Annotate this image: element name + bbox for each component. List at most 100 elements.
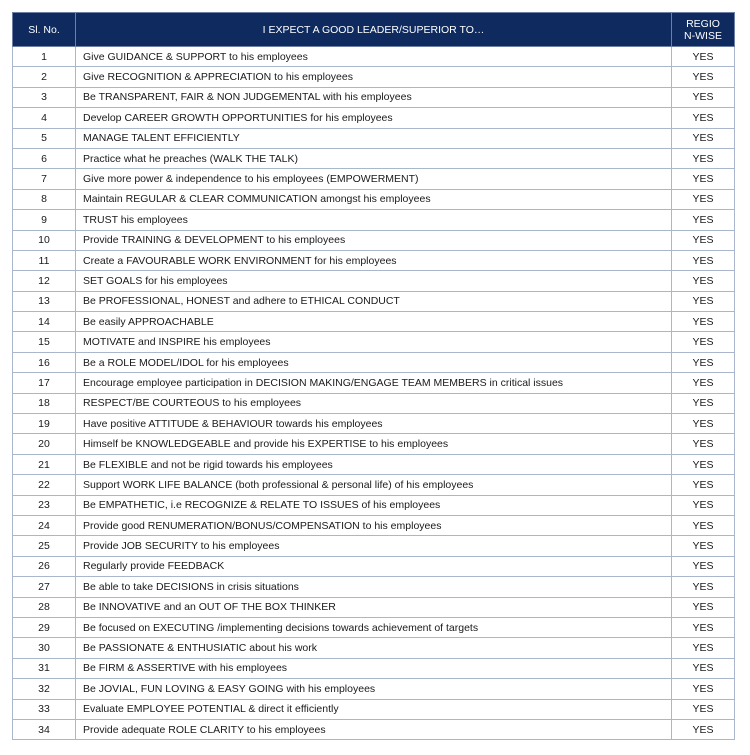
row-expectation: Be JOVIAL, FUN LOVING & EASY GOING with …	[75, 678, 672, 700]
row-region-wise: YES	[671, 413, 735, 435]
row-expectation: Be EMPATHETIC, i.e RECOGNIZE & RELATE TO…	[75, 494, 672, 516]
row-region-wise: YES	[671, 270, 735, 292]
row-region-wise: YES	[671, 351, 735, 374]
row-number: 17	[12, 372, 76, 394]
row-expectation: RESPECT/BE COURTEOUS to his employees	[75, 392, 672, 415]
table-row: 20 Himself be KNOWLEDGEABLE and provide h…	[12, 433, 735, 455]
row-expectation: Give more power & independence to his em…	[75, 168, 672, 190]
row-region-wise: YES	[671, 514, 735, 537]
table-row: 23 Be EMPATHETIC, i.e RECOGNIZE & RELATE …	[12, 494, 735, 516]
row-number: 16	[12, 351, 76, 374]
row-number: 34	[12, 718, 76, 741]
table-row: 1 Give GUIDANCE & SUPPORT to his employee…	[12, 45, 735, 68]
row-number: 32	[12, 678, 76, 700]
row-region-wise: YES	[671, 474, 735, 496]
table-row: 28 Be INNOVATIVE and an OUT OF THE BOX TH…	[12, 596, 735, 618]
table-row: 25 Provide JOB SECURITY to his employees Y…	[12, 535, 735, 557]
row-expectation: Maintain REGULAR & CLEAR COMMUNICATION a…	[75, 188, 672, 211]
row-expectation: Be focused on EXECUTING /implementing de…	[75, 616, 672, 639]
table-row: 12 SET GOALS for his employees YES	[12, 270, 735, 292]
row-region-wise: YES	[671, 678, 735, 700]
row-expectation: Provide adequate ROLE CLARITY to his emp…	[75, 718, 672, 741]
row-expectation: TRUST his employees	[75, 209, 672, 231]
row-region-wise: YES	[671, 331, 735, 353]
row-region-wise: YES	[671, 249, 735, 272]
table-row: 22 Support WORK LIFE BALANCE (both profes…	[12, 474, 735, 496]
header-row: Sl. No. I EXPECT A GOOD LEADER/SUPERIOR …	[12, 12, 735, 47]
row-region-wise: YES	[671, 657, 735, 680]
row-expectation: Create a FAVOURABLE WORK ENVIRONMENT for…	[75, 249, 672, 272]
row-region-wise: YES	[671, 453, 735, 476]
row-expectation: Have positive ATTITUDE & BEHAVIOUR towar…	[75, 413, 672, 435]
row-number: 11	[12, 249, 76, 272]
row-region-wise: YES	[671, 616, 735, 639]
table-row: 8 Maintain REGULAR & CLEAR COMMUNICATION …	[12, 188, 735, 211]
row-expectation: Give GUIDANCE & SUPPORT to his employees	[75, 45, 672, 68]
row-region-wise: YES	[671, 392, 735, 415]
table-row: 14 Be easily APPROACHABLE YES	[12, 311, 735, 333]
table-row: 29 Be focused on EXECUTING /implementing …	[12, 616, 735, 639]
row-region-wise: YES	[671, 229, 735, 251]
header-region-wise-label: REGION-WISE	[684, 17, 722, 42]
table-row: 17 Encourage employee participation in DE…	[12, 372, 735, 394]
row-region-wise: YES	[671, 66, 735, 88]
row-number: 27	[12, 576, 76, 598]
table-row: 24 Provide good RENUMERATION/BONUS/COMPEN…	[12, 514, 735, 537]
row-expectation: MOTIVATE and INSPIRE his employees	[75, 331, 672, 353]
table-row: 6 Practice what he preaches (WALK THE TAL…	[12, 147, 735, 170]
row-number: 30	[12, 637, 76, 659]
row-expectation: Provide good RENUMERATION/BONUS/COMPENSA…	[75, 514, 672, 537]
table-row: 19 Have positive ATTITUDE & BEHAVIOUR tow…	[12, 413, 735, 435]
row-expectation: Be a ROLE MODEL/IDOL for his employees	[75, 351, 672, 374]
leadership-expectations-table: Sl. No. I EXPECT A GOOD LEADER/SUPERIOR …	[12, 12, 735, 741]
row-number: 1	[12, 45, 76, 68]
row-region-wise: YES	[671, 637, 735, 659]
row-expectation: Develop CAREER GROWTH OPPORTUNITIES for …	[75, 107, 672, 129]
table-row: 3 Be TRANSPARENT, FAIR & NON JUDGEMENTAL …	[12, 86, 735, 109]
table-row: 27 Be able to take DECISIONS in crisis si…	[12, 576, 735, 598]
table-row: 21 Be FLEXIBLE and not be rigid towards h…	[12, 453, 735, 476]
row-region-wise: YES	[671, 290, 735, 313]
row-number: 8	[12, 188, 76, 211]
row-number: 25	[12, 535, 76, 557]
row-region-wise: YES	[671, 107, 735, 129]
table-row: 13 Be PROFESSIONAL, HONEST and adhere to …	[12, 290, 735, 313]
row-expectation: SET GOALS for his employees	[75, 270, 672, 292]
row-region-wise: YES	[671, 576, 735, 598]
header-sl-no: Sl. No.	[12, 12, 76, 47]
row-expectation: Be easily APPROACHABLE	[75, 311, 672, 333]
table-row: 2 Give RECOGNITION & APPRECIATION to his …	[12, 66, 735, 88]
row-number: 26	[12, 555, 76, 578]
table-row: 16 Be a ROLE MODEL/IDOL for his employees…	[12, 351, 735, 374]
row-number: 12	[12, 270, 76, 292]
row-number: 10	[12, 229, 76, 251]
table-row: 4 Develop CAREER GROWTH OPPORTUNITIES for…	[12, 107, 735, 129]
table-row: 34 Provide adequate ROLE CLARITY to his e…	[12, 718, 735, 741]
row-expectation: Support WORK LIFE BALANCE (both professi…	[75, 474, 672, 496]
row-number: 2	[12, 66, 76, 88]
row-region-wise: YES	[671, 372, 735, 394]
row-number: 14	[12, 311, 76, 333]
table-row: 9 TRUST his employees YES	[12, 209, 735, 231]
row-region-wise: YES	[671, 311, 735, 333]
row-expectation: Give RECOGNITION & APPRECIATION to his e…	[75, 66, 672, 88]
row-expectation: Evaluate EMPLOYEE POTENTIAL & direct it …	[75, 698, 672, 720]
row-expectation: Practice what he preaches (WALK THE TALK…	[75, 147, 672, 170]
row-region-wise: YES	[671, 494, 735, 516]
row-expectation: Be able to take DECISIONS in crisis situ…	[75, 576, 672, 598]
table-row: 7 Give more power & independence to his e…	[12, 168, 735, 190]
header-region-wise: REGION-WISE	[671, 12, 735, 47]
row-expectation: Be FIRM & ASSERTIVE with his employees	[75, 657, 672, 680]
row-expectation: Himself be KNOWLEDGEABLE and provide his…	[75, 433, 672, 455]
row-number: 33	[12, 698, 76, 720]
row-number: 24	[12, 514, 76, 537]
row-number: 9	[12, 209, 76, 231]
row-expectation: Be FLEXIBLE and not be rigid towards his…	[75, 453, 672, 476]
table-body: 1 Give GUIDANCE & SUPPORT to his employee…	[12, 45, 735, 741]
table-row: 32 Be JOVIAL, FUN LOVING & EASY GOING wit…	[12, 678, 735, 700]
row-region-wise: YES	[671, 555, 735, 578]
table-row: 5 MANAGE TALENT EFFICIENTLY YES	[12, 127, 735, 149]
row-region-wise: YES	[671, 718, 735, 741]
table-row: 15 MOTIVATE and INSPIRE his employees YES	[12, 331, 735, 353]
row-number: 15	[12, 331, 76, 353]
